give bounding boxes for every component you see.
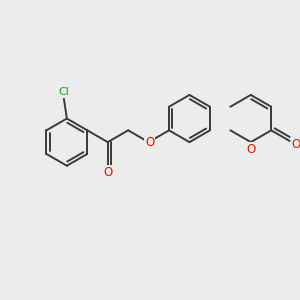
Text: Cl: Cl [58,87,69,97]
Text: O: O [145,136,154,148]
Text: O: O [292,138,300,152]
Text: O: O [246,142,255,155]
Text: O: O [103,166,112,179]
